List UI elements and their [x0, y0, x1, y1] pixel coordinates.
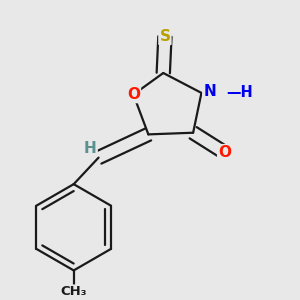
Text: CH₃: CH₃ — [60, 286, 87, 298]
Text: O: O — [218, 145, 231, 160]
Text: —H: —H — [226, 85, 254, 100]
Text: H: H — [84, 141, 97, 156]
Text: O: O — [127, 87, 140, 102]
Text: S: S — [159, 29, 170, 44]
Text: N: N — [203, 84, 216, 99]
